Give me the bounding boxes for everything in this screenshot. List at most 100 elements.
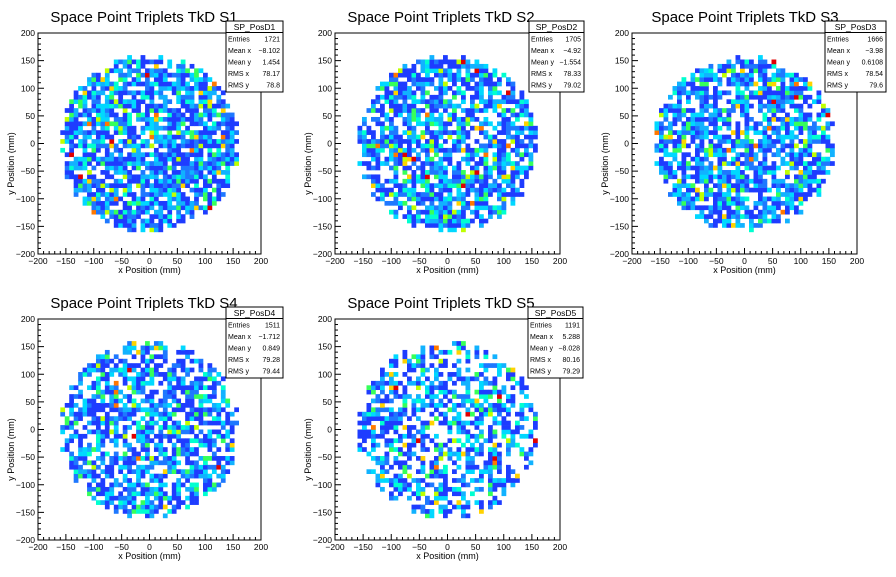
heatmap-cell [771, 59, 777, 65]
heatmap-cell [122, 108, 128, 113]
heatmap-cell [198, 187, 204, 193]
heatmap-cell [380, 402, 385, 408]
heatmap-cell [153, 187, 159, 193]
heatmap-cell [176, 116, 182, 122]
heatmap-cell [762, 112, 768, 118]
heatmap-cell [100, 478, 106, 483]
heatmap-cell [203, 491, 208, 497]
heatmap-cell [425, 402, 430, 408]
heatmap-cell [136, 380, 141, 386]
heatmap-cell [158, 108, 164, 113]
heatmap-cell [497, 183, 502, 188]
heatmap-cell [198, 161, 204, 166]
heatmap-cell [158, 143, 164, 149]
heatmap-cell [771, 112, 777, 118]
heatmap-cell [668, 192, 673, 197]
heatmap-cell [825, 108, 831, 113]
heatmap-cell [225, 121, 231, 127]
heatmap-cell [659, 165, 664, 171]
heatmap-cell [798, 156, 804, 162]
heatmap-cell [194, 121, 199, 127]
heatmap-cell [203, 376, 208, 382]
y-tick-label: −50 [21, 166, 36, 176]
heatmap-cell [389, 156, 394, 162]
heatmap-cell [131, 345, 137, 351]
heatmap-cell [82, 398, 88, 404]
heatmap-cell [789, 165, 795, 171]
heatmap-cell [393, 99, 399, 105]
heatmap-cell [429, 103, 435, 109]
heatmap-cell [122, 345, 128, 351]
heatmap-cell [158, 205, 164, 211]
heatmap-cell [510, 402, 516, 408]
heatmap-cell [411, 398, 417, 404]
heatmap-cell [470, 420, 475, 426]
heatmap-cell [109, 196, 115, 202]
heatmap-cell [176, 152, 182, 158]
heatmap-cell [131, 209, 137, 215]
stats-value: 1191 [565, 323, 580, 330]
heatmap-cell [515, 170, 520, 175]
heatmap-cell [789, 130, 795, 135]
heatmap-cell [234, 130, 239, 135]
heatmap-cell [519, 385, 525, 391]
heatmap-cell [118, 161, 124, 166]
heatmap-cell [470, 398, 475, 404]
heatmap-cell [456, 183, 462, 188]
heatmap-cell [825, 125, 831, 131]
heatmap-cell [699, 192, 705, 197]
heatmap-cell [104, 108, 110, 113]
heatmap-cell [131, 94, 137, 100]
heatmap-cell [713, 121, 718, 127]
heatmap-cell [479, 504, 484, 510]
heatmap-cell [362, 143, 367, 149]
heatmap-cell [519, 90, 525, 96]
heatmap-cell [91, 192, 97, 197]
heatmap-cell [722, 214, 727, 219]
heatmap-cell [176, 429, 182, 435]
heatmap-cell [389, 134, 394, 140]
heatmap-cell [749, 94, 754, 100]
heatmap-cell [758, 59, 763, 65]
heatmap-cell [429, 68, 435, 74]
heatmap-cell [528, 451, 534, 457]
heatmap-cell [371, 380, 376, 386]
heatmap-cell [798, 130, 804, 135]
heatmap-cell [416, 214, 421, 219]
heatmap-cell [357, 411, 363, 417]
heatmap-cell [407, 363, 412, 368]
heatmap-cell [153, 170, 159, 175]
heatmap-cell [122, 504, 128, 510]
heatmap-cell [389, 94, 394, 100]
heatmap-cell [474, 86, 480, 91]
heatmap-cell [380, 192, 385, 197]
heatmap-cell [420, 218, 426, 224]
heatmap-cell [416, 178, 421, 184]
heatmap-cell [434, 161, 439, 166]
heatmap-cell [136, 183, 141, 188]
heatmap-cell [122, 214, 128, 219]
heatmap-cell [425, 125, 430, 131]
heatmap-cell [149, 121, 155, 127]
heatmap-cell [479, 214, 484, 219]
heatmap-cell [708, 112, 714, 118]
heatmap-cell [91, 116, 97, 122]
heatmap-cell [663, 125, 669, 131]
heatmap-cell [744, 121, 750, 127]
heatmap-cell [825, 170, 831, 175]
heatmap-cell [220, 420, 226, 426]
heatmap-cell [131, 407, 137, 413]
heatmap-cell [393, 473, 399, 479]
heatmap-cell [211, 165, 217, 171]
heatmap-cell [794, 86, 799, 91]
heatmap-cell [497, 469, 502, 474]
heatmap-cell [420, 77, 426, 82]
heatmap-cell [785, 209, 790, 215]
heatmap-cell [411, 112, 417, 118]
heatmap-cell [73, 156, 79, 162]
heatmap-cell [398, 90, 403, 96]
heatmap-cell [109, 500, 115, 505]
heatmap-cell [488, 81, 493, 87]
heatmap-cell [78, 372, 83, 377]
heatmap-cell [758, 103, 763, 109]
